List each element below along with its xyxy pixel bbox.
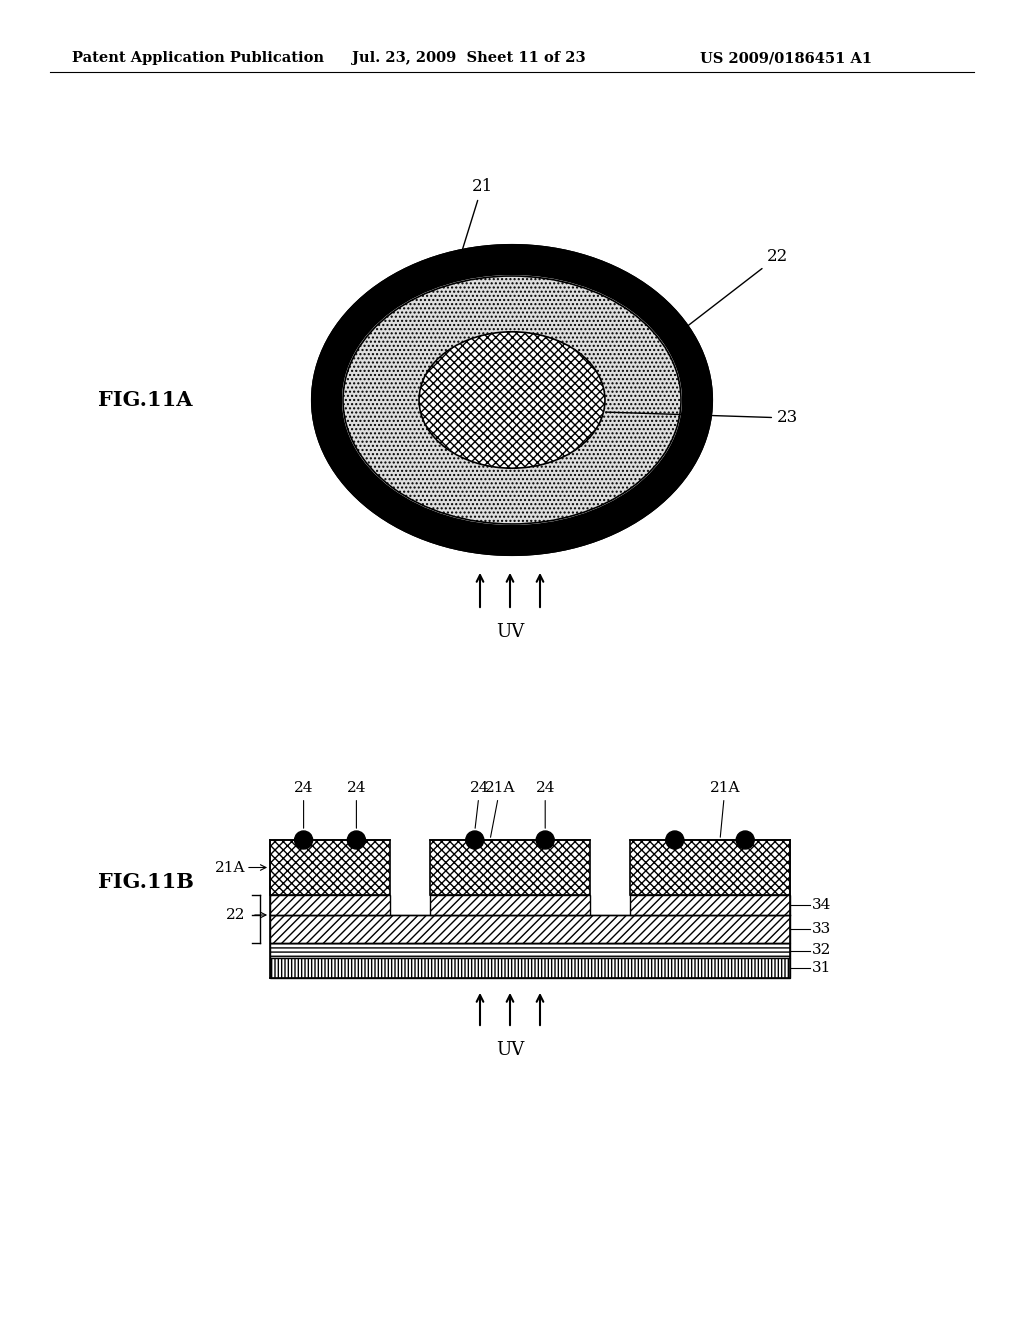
Bar — [630, 840, 790, 895]
Text: 22: 22 — [674, 248, 788, 337]
Circle shape — [666, 832, 684, 849]
Text: 31: 31 — [812, 961, 831, 975]
Text: UV: UV — [496, 1041, 524, 1059]
Circle shape — [537, 832, 554, 849]
Circle shape — [347, 832, 366, 849]
Text: 33: 33 — [812, 921, 831, 936]
Text: 21A: 21A — [710, 781, 740, 837]
Text: 24: 24 — [347, 781, 367, 828]
Text: UV: UV — [496, 623, 524, 642]
Text: 22: 22 — [225, 908, 245, 921]
Ellipse shape — [343, 276, 681, 524]
Bar — [430, 895, 590, 915]
Text: Patent Application Publication: Patent Application Publication — [72, 51, 324, 65]
Circle shape — [466, 832, 483, 849]
Text: 24: 24 — [470, 781, 489, 828]
Bar — [430, 840, 590, 895]
Text: 34: 34 — [812, 898, 831, 912]
Ellipse shape — [419, 331, 605, 469]
Text: 21: 21 — [458, 178, 493, 264]
Text: 23: 23 — [606, 409, 799, 426]
Ellipse shape — [312, 246, 712, 554]
Bar — [270, 840, 390, 895]
Circle shape — [736, 832, 755, 849]
Text: 21A: 21A — [214, 861, 245, 874]
Text: Jul. 23, 2009  Sheet 11 of 23: Jul. 23, 2009 Sheet 11 of 23 — [352, 51, 586, 65]
Bar — [630, 895, 790, 915]
Bar — [270, 915, 790, 942]
Text: 32: 32 — [812, 944, 831, 957]
Text: 21A: 21A — [484, 781, 515, 837]
Text: FIG.11A: FIG.11A — [98, 389, 193, 411]
Text: 24: 24 — [294, 781, 313, 828]
Bar — [270, 942, 790, 958]
Ellipse shape — [342, 275, 682, 525]
Text: FIG.11B: FIG.11B — [98, 873, 194, 892]
Text: US 2009/0186451 A1: US 2009/0186451 A1 — [700, 51, 872, 65]
Bar — [270, 958, 790, 978]
Bar — [270, 895, 390, 915]
Text: 24: 24 — [536, 781, 555, 828]
Circle shape — [295, 832, 312, 849]
